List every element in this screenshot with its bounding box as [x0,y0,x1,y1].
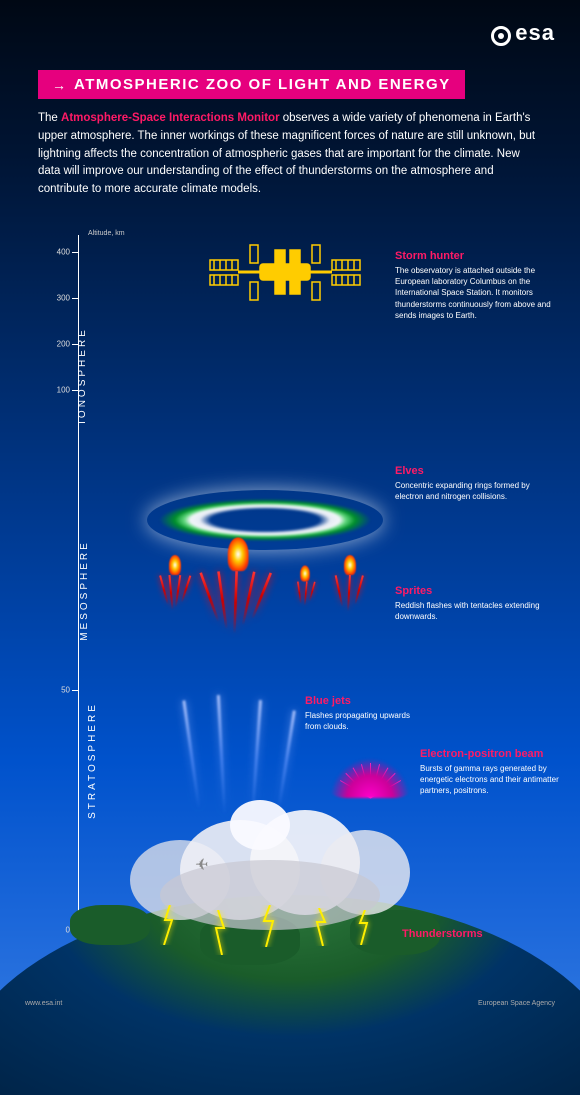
layer-ionosphere: IONOSPHERE [77,327,88,424]
iss-icon [200,230,370,320]
tick-label: 200 [50,340,70,349]
sprite-icon [289,566,321,610]
bluejets-desc: Flashes propagating upwards from clouds. [305,710,425,732]
storm-hunter-label: Storm hunter [395,250,464,262]
axis-tick [72,252,79,253]
logo-text: esa [515,20,555,45]
tick-label: 300 [50,294,70,303]
airplane-icon: ✈ [195,855,208,875]
elves-desc: Concentric expanding rings formed by ele… [395,480,555,502]
lightning-icon [355,910,375,945]
footer-agency: European Space Agency [478,1000,555,1007]
bluejet-icon [217,695,226,815]
lightning-icon [310,908,330,946]
esa-logo: esa [491,20,555,46]
sprite-icon [155,555,195,610]
lightning-icon [210,910,230,955]
elves-ring-icon [155,498,375,542]
intro-paragraph: The Atmosphere-Space Interactions Monito… [38,110,542,199]
sprite-icon [330,555,370,610]
axis-title: Altitude, km [88,230,125,237]
tick-label: 0 [50,926,70,935]
sprites-desc: Reddish flashes with tentacles extending… [395,600,555,622]
bluejet-icon [277,710,296,809]
page-title: ATMOSPHERIC ZOO OF LIGHT AND ENERGY [74,76,451,93]
positron-label: Electron-positron beam [420,748,543,760]
layer-mesosphere: MESOSPHERE [79,540,90,641]
layer-stratosphere: STRATOSPHERE [87,702,98,819]
tick-label: 400 [50,248,70,257]
bluejet-icon [182,700,200,809]
footer: www.esa.int European Space Agency [25,1000,555,1007]
lightning-icon [160,905,180,945]
positron-desc: Bursts of gamma rays generated by energe… [420,763,560,797]
elves-label: Elves [395,465,424,477]
title-bar: → ATMOSPHERIC ZOO OF LIGHT AND ENERGY [38,70,465,99]
sprite-icon [202,537,274,629]
bluejets-label: Blue jets [305,695,351,707]
intro-highlight: Atmosphere-Space Interactions Monitor [61,112,280,124]
thunderstorms-label: Thunderstorms [402,928,483,940]
tick-label: 50 [50,686,70,695]
tick-label: 100 [50,386,70,395]
storm-hunter-desc: The observatory is attached outside the … [395,265,555,321]
arrow-icon: → [52,77,66,93]
axis-tick [72,298,79,299]
bluejet-icon [251,700,262,815]
axis-tick [72,690,79,691]
lightning-icon [260,905,280,947]
positron-beam-icon [330,758,410,798]
footer-url: www.esa.int [25,1000,62,1007]
sprites-label: Sprites [395,585,432,597]
